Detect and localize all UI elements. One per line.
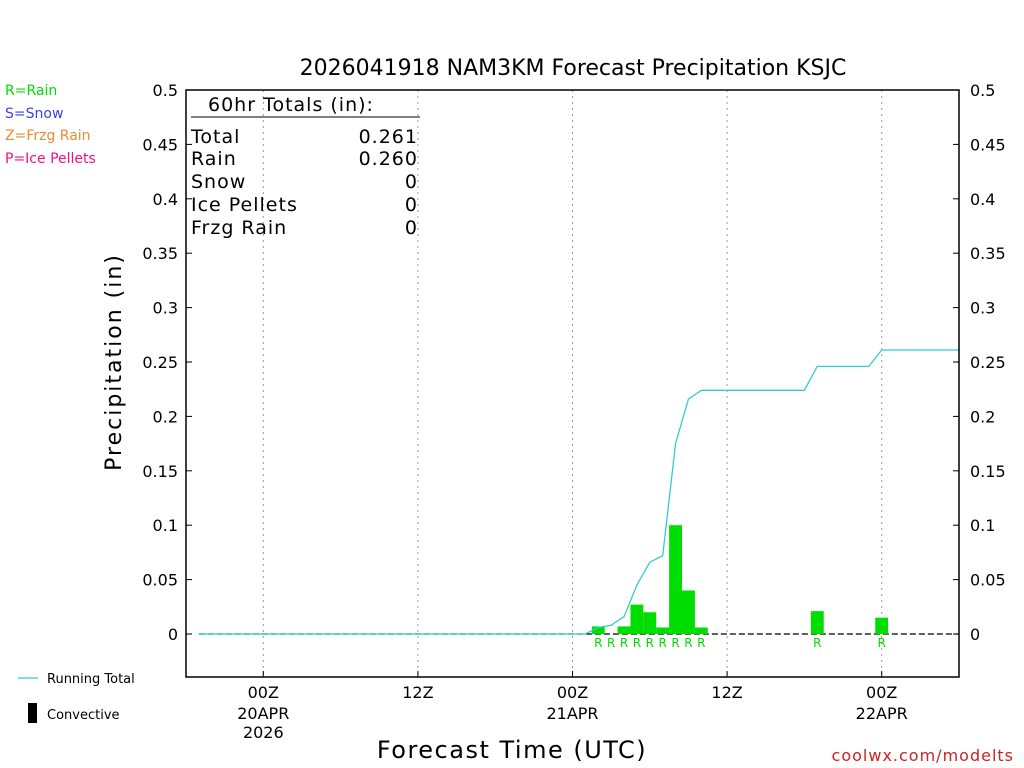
totals-box: 60hr Totals (in): Total 0.261 Rain 0.260…: [190, 94, 420, 239]
precip-bar: [617, 626, 631, 634]
precip-bar: [643, 612, 657, 634]
precip-type-label: R: [594, 636, 602, 650]
precip-bar: [810, 611, 824, 634]
y-tick-label-right: 0.35: [970, 244, 1006, 263]
totals-total-label: Total: [190, 126, 240, 148]
totals-rain-value: 0.260: [359, 148, 418, 170]
y-tick-label-left: 0.15: [142, 462, 178, 481]
y-tick-label-left: 0.25: [142, 353, 178, 372]
series-legend: Running Total Convective: [18, 672, 135, 723]
grid-lines: [262, 90, 883, 677]
precip-type-label: R: [697, 636, 705, 650]
totals-snow-value: 0: [405, 171, 418, 193]
x-tick-label: 12Z: [402, 683, 433, 702]
precip-bar: [669, 525, 683, 634]
precip-type-label: R: [878, 636, 886, 650]
y-tick-label-right: 0.05: [970, 571, 1006, 590]
chart-title: 2026041918 NAM3KM Forecast Precipitation…: [300, 56, 847, 81]
precip-type-label: R: [620, 636, 628, 650]
source-credit: coolwx.com/modelts: [832, 746, 1014, 765]
totals-snow-label: Snow: [191, 171, 246, 193]
precip-type-label: R: [659, 636, 667, 650]
totals-total-value: 0.261: [359, 126, 418, 148]
y-tick-label-right: 0.3: [970, 299, 995, 318]
y-tick-label-right: 0.1: [970, 516, 995, 535]
y-tick-label-right: 0.5: [970, 81, 995, 100]
totals-ice-pellets-value: 0: [405, 194, 418, 216]
precip-type-label: R: [607, 636, 615, 650]
y-tick-label-left: 0: [168, 625, 178, 644]
precip-type-label: R: [646, 636, 654, 650]
y-axis-ticks: 0.5 0.5 0.45 0.45 0.4 0.4 0.35 0.35 0.3 0.3 0.25 0.…: [142, 81, 1005, 644]
y-tick-label-right: 0.25: [970, 353, 1006, 372]
legend-rain: R=Rain: [5, 83, 58, 99]
totals-heading: 60hr Totals (in):: [208, 94, 374, 116]
y-tick-label-right: 0.2: [970, 407, 995, 426]
x-tick-date: 20APR: [237, 704, 289, 723]
precip-type-label: R: [671, 636, 679, 650]
y-tick-label-right: 0: [970, 625, 980, 644]
y-tick-label-left: 0.1: [153, 516, 178, 535]
y-tick-label-left: 0.3: [153, 299, 178, 318]
y-tick-label-left: 0.2: [153, 407, 178, 426]
precip-bar: [875, 617, 889, 634]
x-tick-label: 00Z: [248, 683, 279, 702]
x-axis-label: Forecast Time (UTC): [377, 736, 647, 764]
y-tick-label-right: 0.4: [970, 190, 995, 209]
legend-snow: S=Snow: [5, 106, 64, 122]
y-tick-label-left: 0.5: [153, 81, 178, 100]
precip-bar: [630, 604, 644, 634]
y-tick-label-left: 0.05: [142, 571, 178, 590]
precip-bar: [682, 590, 695, 634]
precip-type-label: R: [633, 636, 641, 650]
totals-ice-pellets-label: Ice Pellets: [191, 194, 298, 216]
legend-ice-pellets: P=Ice Pellets: [5, 151, 96, 167]
y-tick-label-left: 0.35: [142, 244, 178, 263]
precip-type-label: R: [684, 636, 692, 650]
convective-legend-label: Convective: [47, 708, 120, 723]
legend-frzg-rain: Z=Frzg Rain: [5, 128, 91, 144]
x-tick-date: 22APR: [856, 704, 908, 723]
y-axis-label: Precipitation (in): [102, 253, 127, 471]
bars-group: [591, 525, 889, 634]
precip-type-label: R: [813, 636, 821, 650]
convective-swatch: [28, 703, 37, 723]
precip-bar: [591, 626, 605, 634]
x-tick-year: 2026: [243, 723, 284, 742]
running-total-legend-label: Running Total: [47, 672, 135, 687]
y-tick-label-right: 0.15: [970, 462, 1006, 481]
x-tick-label: 12Z: [711, 683, 742, 702]
totals-frzg-rain-label: Frzg Rain: [191, 217, 287, 239]
y-tick-label-left: 0.45: [142, 135, 178, 154]
precip-bar: [694, 627, 708, 634]
precip-bar: [656, 627, 670, 634]
x-tick-label: 00Z: [557, 683, 588, 702]
y-tick-label-left: 0.4: [153, 190, 178, 209]
totals-frzg-rain-value: 0: [405, 217, 418, 239]
x-tick-date: 21APR: [546, 704, 598, 723]
running-total-line: [198, 349, 959, 635]
x-tick-label: 00Z: [866, 683, 897, 702]
totals-rain-label: Rain: [191, 148, 237, 170]
y-tick-label-right: 0.45: [970, 135, 1006, 154]
